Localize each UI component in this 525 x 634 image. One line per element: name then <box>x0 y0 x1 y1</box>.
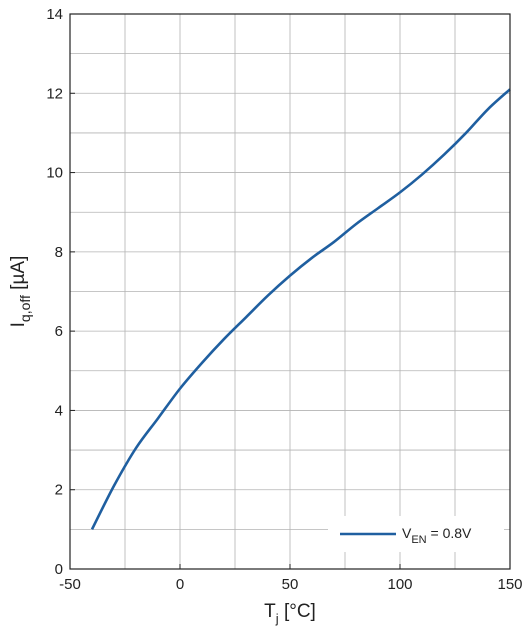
x-tick-label: 50 <box>282 576 299 593</box>
y-tick-label: 14 <box>46 6 63 23</box>
y-tick-labels: 0 2 4 6 8 10 12 14 <box>46 6 75 578</box>
y-axis-label-sub: q,off <box>17 295 33 322</box>
y-tick-label: 10 <box>46 165 63 182</box>
legend-label-main: V <box>402 525 412 541</box>
x-axis-label-unit: [°C] <box>279 601 316 622</box>
y-axis-label-main: I <box>8 322 29 327</box>
legend-label-rest: = 0.8V <box>427 525 472 541</box>
legend-label: VEN = 0.8V <box>402 525 472 546</box>
x-tick-label: 100 <box>387 576 412 593</box>
y-tick-label: 2 <box>55 482 63 499</box>
x-axis-label-main: T <box>264 601 276 622</box>
y-tick-label: 0 <box>55 561 63 578</box>
x-tick-labels: -50 0 50 100 150 <box>59 564 523 593</box>
y-axis-label-unit: [µA] <box>8 256 29 295</box>
legend: VEN = 0.8V <box>328 516 504 552</box>
y-tick-label: 8 <box>55 244 63 261</box>
x-tick-label: -50 <box>59 576 81 593</box>
series-line <box>90 88 511 530</box>
grid <box>70 14 510 569</box>
y-axis-label: Iq,off [µA] <box>8 256 33 328</box>
x-tick-label: 150 <box>497 576 522 593</box>
y-tick-label: 4 <box>55 402 63 419</box>
x-tick-label: 0 <box>176 576 184 593</box>
x-axis-label-sub: j <box>275 611 279 626</box>
y-tick-label: 12 <box>46 85 63 102</box>
legend-label-sub: EN <box>411 534 426 546</box>
x-axis-label: Tj [°C] <box>264 601 316 626</box>
series-layer <box>90 88 511 530</box>
y-tick-label: 6 <box>55 323 63 340</box>
